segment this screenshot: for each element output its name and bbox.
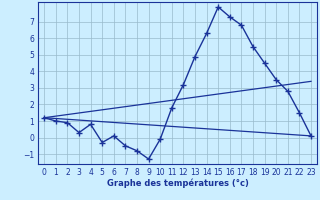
X-axis label: Graphe des températures (°c): Graphe des températures (°c)	[107, 179, 249, 188]
